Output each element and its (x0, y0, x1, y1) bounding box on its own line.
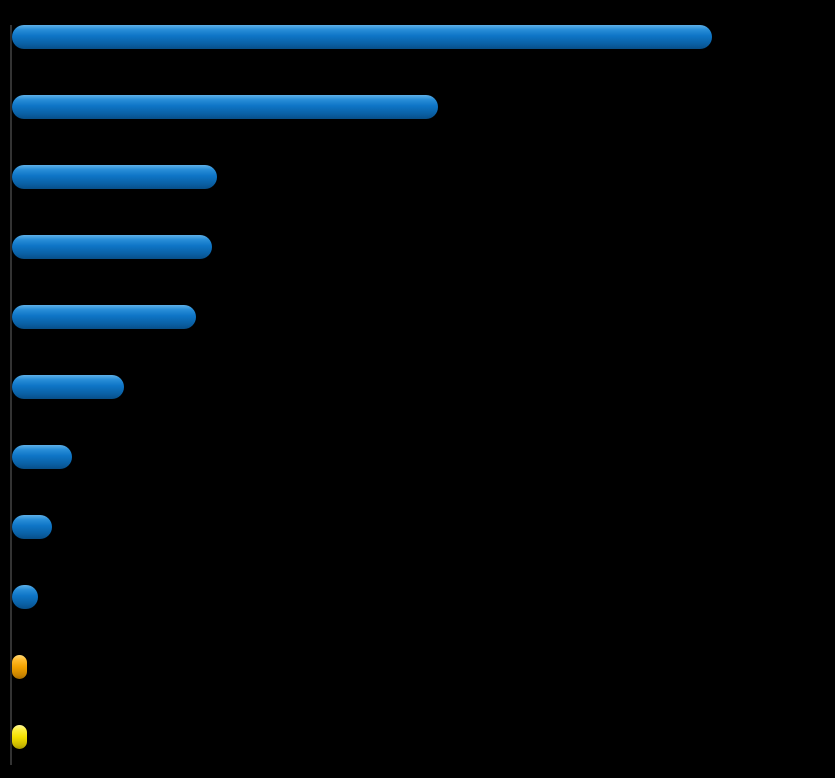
bar-row (12, 375, 124, 399)
bar (12, 655, 27, 679)
bar (12, 305, 196, 329)
bar-row (12, 235, 212, 259)
bar (12, 515, 52, 539)
bar (12, 95, 438, 119)
bar-row (12, 725, 27, 749)
bar (12, 165, 217, 189)
bar-row (12, 445, 72, 469)
bar (12, 445, 72, 469)
bar (12, 235, 212, 259)
bar (12, 375, 124, 399)
bar-row (12, 305, 196, 329)
bar-row (12, 165, 217, 189)
bar-row (12, 25, 712, 49)
bar-row (12, 515, 52, 539)
chart-container (10, 25, 825, 765)
bar-row (12, 95, 438, 119)
bar-row (12, 585, 38, 609)
bar (12, 585, 38, 609)
bar (12, 25, 712, 49)
bar-row (12, 655, 27, 679)
bar (12, 725, 27, 749)
